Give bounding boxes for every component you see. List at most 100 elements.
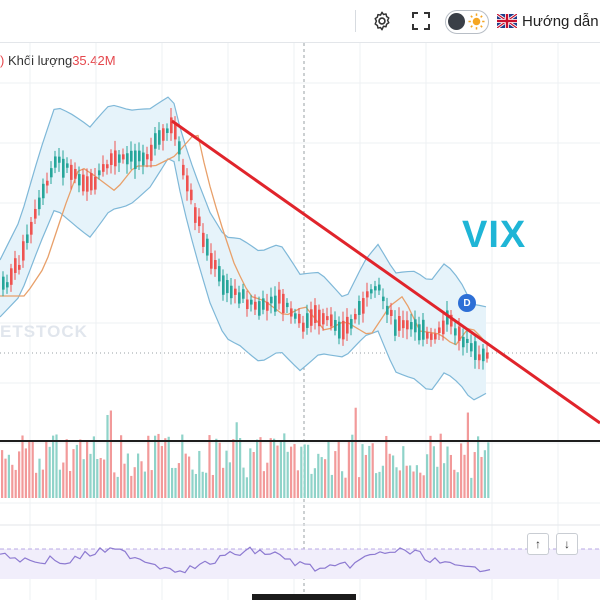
candle-body <box>30 221 33 235</box>
drawn-lines <box>0 119 600 442</box>
volume-bar <box>283 433 286 498</box>
volume-bar <box>232 439 235 498</box>
candle-body <box>62 158 65 178</box>
volume-bar <box>480 456 483 498</box>
volume-bar <box>245 477 248 498</box>
candle-body <box>50 168 53 178</box>
volume-bar <box>222 467 225 498</box>
volume-bar <box>96 459 99 498</box>
candle-body <box>70 164 73 180</box>
volume-bar <box>473 452 476 498</box>
volume-bar <box>388 453 391 498</box>
candle-body <box>18 264 21 270</box>
volume-label: Khối lượng <box>7 53 73 68</box>
candle-body <box>358 300 361 315</box>
volume-bar <box>235 422 238 498</box>
bollinger-band <box>0 96 487 401</box>
candle-body <box>402 320 405 329</box>
candle-body <box>422 319 425 340</box>
candle-body <box>454 328 457 336</box>
candle-body <box>342 320 345 340</box>
volume-bar <box>252 452 255 498</box>
candle-body <box>446 310 449 325</box>
volume-bar <box>466 412 469 498</box>
volume-bar <box>4 458 7 498</box>
volume-bar <box>483 450 486 498</box>
volume-bar <box>58 469 61 498</box>
candle-body <box>254 301 257 310</box>
volume-bar <box>405 465 408 498</box>
candle-body <box>82 174 85 192</box>
candle-body <box>182 164 185 176</box>
volume-bar <box>443 463 446 498</box>
candle-body <box>42 183 45 199</box>
volume-bar <box>347 441 350 498</box>
volume-bar <box>262 471 265 498</box>
candle-body <box>274 295 277 312</box>
volume-bar <box>133 467 136 498</box>
volume-bar <box>7 454 10 498</box>
volume-bar <box>130 475 133 498</box>
volume-bar <box>38 458 41 498</box>
volume-bar <box>147 435 150 498</box>
panel-up-button[interactable]: ↑ <box>527 533 549 555</box>
settings-button[interactable] <box>369 8 395 34</box>
volume-bar <box>330 474 333 498</box>
candle-body <box>390 309 393 316</box>
volume-bar <box>361 444 364 498</box>
volume-bar <box>52 435 55 498</box>
candle-body <box>202 232 205 247</box>
scrollbar-thumb[interactable] <box>252 594 356 600</box>
volume-bar <box>449 454 452 498</box>
band-fill <box>0 97 486 400</box>
volume-bar <box>164 438 167 498</box>
volume-bar <box>11 464 14 498</box>
volume-bar <box>470 477 473 498</box>
watermark: ETSTOCK <box>0 322 88 341</box>
candle-body <box>162 128 165 141</box>
volume-bar <box>351 434 354 498</box>
arrow-down-icon: ↓ <box>564 537 570 551</box>
candle-body <box>262 298 265 310</box>
price-chart[interactable] <box>0 43 600 600</box>
candle-body <box>58 156 61 163</box>
candle-body <box>382 296 385 302</box>
candle-body <box>230 285 233 299</box>
candle-body <box>66 163 69 168</box>
volume-bar <box>143 471 146 498</box>
candle-body <box>470 343 473 352</box>
theme-toggle[interactable] <box>445 10 489 34</box>
volume-bar <box>171 467 174 498</box>
oscillator-line <box>0 546 491 574</box>
candle-body <box>90 173 93 191</box>
candle-body <box>318 309 321 327</box>
candle-body <box>102 164 105 172</box>
candle-body <box>450 314 453 327</box>
candle-body <box>322 313 325 325</box>
volume-bar <box>82 459 85 498</box>
volume-bar <box>276 445 279 498</box>
volume-bar <box>460 443 463 498</box>
volume-bar <box>205 472 208 498</box>
guide-link[interactable]: Hướng dẫn <box>497 9 599 33</box>
moving-average <box>0 134 487 346</box>
candle-body <box>174 122 177 140</box>
legend-prefix: ) <box>0 53 5 68</box>
candle-body <box>146 154 149 160</box>
panel-down-button[interactable]: ↓ <box>556 533 578 555</box>
volume-bar <box>341 471 344 498</box>
candle-body <box>478 354 481 361</box>
volume-bar <box>354 407 357 498</box>
candle-body <box>486 352 489 359</box>
volume-bar <box>181 434 184 498</box>
candle-body <box>366 291 369 298</box>
fullscreen-button[interactable] <box>408 8 434 34</box>
dividend-badge[interactable]: D <box>458 294 476 312</box>
candle-body <box>206 238 209 256</box>
candle-body <box>434 333 437 340</box>
candle-body <box>398 316 401 331</box>
volume-bar <box>31 440 34 498</box>
volume-bar <box>242 467 245 498</box>
candle-body <box>458 326 461 342</box>
candle-body <box>438 327 441 333</box>
